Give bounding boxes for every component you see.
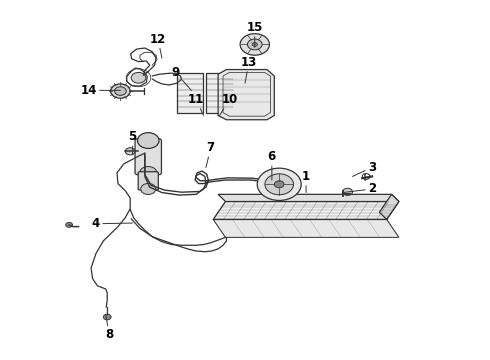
Circle shape xyxy=(140,167,157,179)
Text: 3: 3 xyxy=(352,161,376,176)
Circle shape xyxy=(247,39,262,50)
Text: 14: 14 xyxy=(80,84,121,97)
Polygon shape xyxy=(213,220,399,237)
Circle shape xyxy=(125,148,135,155)
Circle shape xyxy=(343,188,352,195)
Text: 6: 6 xyxy=(268,150,276,180)
Text: 10: 10 xyxy=(220,93,238,116)
Text: 5: 5 xyxy=(128,130,137,155)
Circle shape xyxy=(131,72,146,83)
Circle shape xyxy=(141,184,156,194)
Text: 11: 11 xyxy=(188,93,204,116)
Text: 15: 15 xyxy=(246,21,263,47)
Polygon shape xyxy=(176,73,203,113)
Text: 8: 8 xyxy=(105,315,113,341)
Polygon shape xyxy=(218,69,274,120)
Text: 4: 4 xyxy=(92,217,133,230)
Polygon shape xyxy=(213,202,399,220)
Circle shape xyxy=(103,314,111,320)
Circle shape xyxy=(252,42,257,46)
Circle shape xyxy=(257,168,301,201)
Polygon shape xyxy=(206,73,233,113)
Polygon shape xyxy=(218,194,399,202)
Circle shape xyxy=(265,174,294,195)
FancyBboxPatch shape xyxy=(135,139,161,175)
Text: 12: 12 xyxy=(150,32,166,58)
Polygon shape xyxy=(379,194,399,220)
Text: 1: 1 xyxy=(302,170,310,193)
Circle shape xyxy=(115,87,126,95)
Circle shape xyxy=(138,133,159,148)
Circle shape xyxy=(66,222,73,227)
Text: 2: 2 xyxy=(343,183,376,195)
FancyBboxPatch shape xyxy=(138,172,158,190)
Circle shape xyxy=(240,34,270,55)
Text: 7: 7 xyxy=(206,141,215,167)
Text: 9: 9 xyxy=(172,66,191,90)
Circle shape xyxy=(274,181,284,188)
Text: 13: 13 xyxy=(241,56,257,83)
Circle shape xyxy=(111,84,130,98)
